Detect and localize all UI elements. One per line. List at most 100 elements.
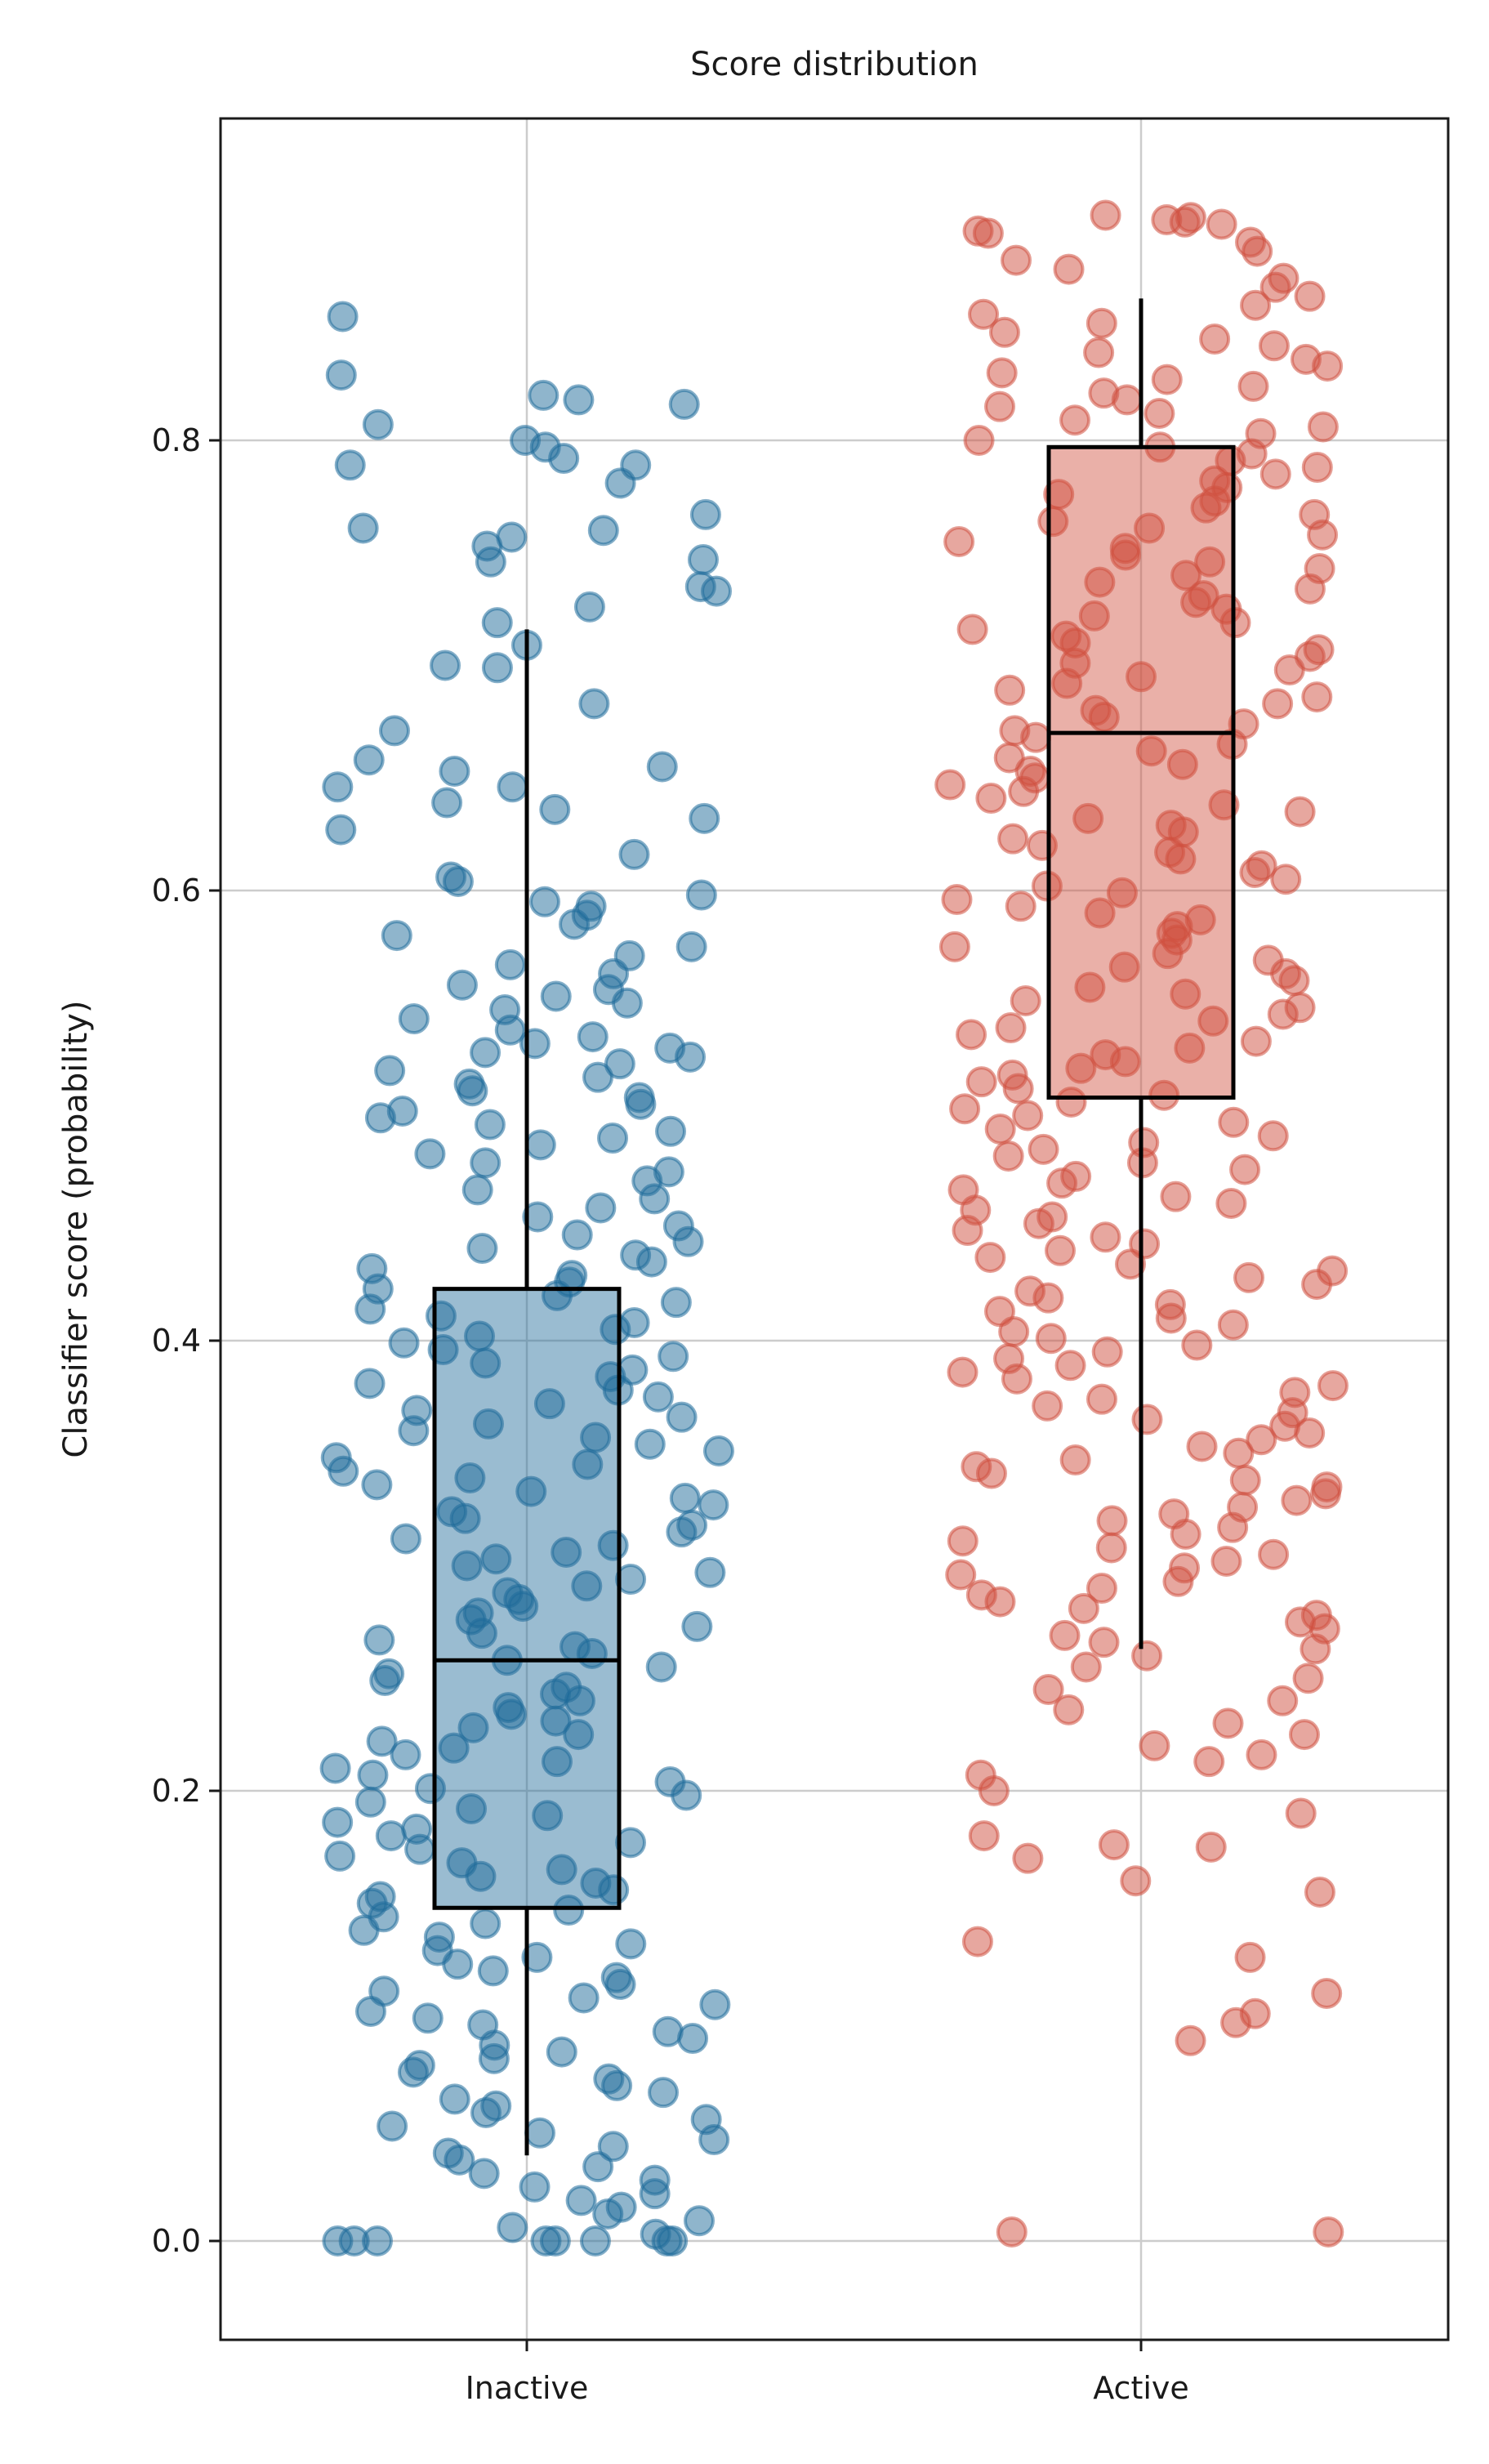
data-point [1301, 681, 1333, 713]
data-point [689, 802, 720, 834]
data-point [671, 1779, 702, 1811]
data-point [377, 2110, 408, 2142]
data-point [442, 1948, 474, 1980]
data-point [587, 515, 619, 547]
data-point [1180, 587, 1212, 618]
data-point [354, 1368, 386, 1399]
data-point [1281, 1484, 1313, 1516]
data-point [1139, 1730, 1170, 1761]
data-point [968, 298, 1000, 330]
data-point [592, 2198, 624, 2230]
data-point [470, 2096, 502, 2128]
data-point [1215, 1187, 1247, 1219]
data-point [1218, 1106, 1250, 1138]
data-point [414, 1773, 446, 1805]
data-point [1223, 1437, 1255, 1469]
data-point [1165, 843, 1197, 875]
data-point [348, 1914, 380, 1946]
data-point [601, 2069, 633, 2101]
data-point [439, 755, 470, 787]
data-point [699, 1989, 731, 2020]
data-point [1220, 2006, 1252, 2038]
data-point [1307, 411, 1339, 443]
data-point [564, 1685, 595, 1716]
data-point [1106, 877, 1138, 908]
y-tick-label: 0.4 [152, 1323, 201, 1359]
data-point [1239, 856, 1271, 888]
data-point [639, 1183, 671, 1215]
data-point [480, 1543, 512, 1575]
data-point [975, 1457, 1007, 1489]
data-point [532, 1800, 564, 1832]
data-point [1300, 1633, 1331, 1665]
data-point [655, 1115, 687, 1147]
data-point [388, 1327, 420, 1359]
data-point [1162, 1565, 1194, 1597]
data-point [390, 1523, 421, 1555]
data-point [1294, 1417, 1326, 1448]
data-point [694, 1556, 726, 1588]
data-point [1049, 1619, 1081, 1651]
data-point [1131, 1404, 1163, 1435]
data-point [1273, 654, 1305, 686]
data-point [666, 1516, 698, 1548]
data-point [468, 2158, 500, 2189]
data-point [481, 652, 513, 684]
iqr-box [432, 1287, 622, 1910]
data-point [1233, 1261, 1265, 1293]
data-point [1091, 1336, 1123, 1368]
data-point [635, 1246, 667, 1278]
data-point [1086, 1383, 1117, 1415]
data-point [497, 771, 528, 803]
data-point [582, 2151, 614, 2183]
chart-title: Score distribution [690, 46, 979, 83]
data-point [357, 1759, 389, 1791]
y-tick-label: 0.0 [152, 2223, 201, 2259]
data-point [1285, 1797, 1317, 1829]
data-point [461, 1174, 493, 1206]
data-point [539, 2225, 571, 2256]
y-tick-label: 0.6 [152, 873, 201, 908]
data-point [615, 1564, 647, 1596]
data-point [947, 1525, 979, 1557]
data-point [1284, 796, 1316, 828]
data-point [412, 2002, 444, 2034]
data-point [604, 1968, 636, 2000]
data-point [1001, 244, 1032, 276]
data-point [672, 1225, 704, 1257]
data-point [494, 1014, 526, 1046]
data-point [466, 1233, 498, 1265]
data-point [439, 2083, 470, 2115]
data-point [374, 1055, 406, 1087]
data-point [529, 886, 561, 917]
data-point [354, 1293, 386, 1325]
data-point [466, 1618, 497, 1649]
data-point [1292, 1663, 1324, 1694]
data-point [996, 2216, 1028, 2248]
data-point [539, 793, 571, 825]
data-point [1020, 721, 1052, 753]
data-point [956, 1019, 987, 1051]
data-point [1194, 546, 1226, 578]
data-point [1181, 1329, 1213, 1361]
data-point [1311, 1977, 1343, 2009]
data-point [1126, 661, 1157, 693]
data-point [1312, 350, 1344, 382]
data-point [1246, 1424, 1277, 1456]
axis-ticks: 0.0 0.2 0.4 0.6 0.8 Inactive Active [152, 422, 1189, 2406]
data-point [1053, 253, 1085, 285]
y-tick-label: 0.2 [152, 1773, 201, 1809]
data-point [449, 1502, 481, 1534]
data-point [1160, 1181, 1192, 1212]
data-point [683, 2205, 715, 2237]
data-point [988, 316, 1020, 348]
data-point [986, 357, 1018, 389]
data-point [1242, 235, 1273, 267]
data-point [497, 2212, 528, 2243]
data-point [1032, 1282, 1064, 1314]
data-point [689, 498, 721, 530]
data-point [1257, 1120, 1289, 1152]
data-point [615, 1928, 647, 1960]
data-point [1195, 1831, 1227, 1863]
